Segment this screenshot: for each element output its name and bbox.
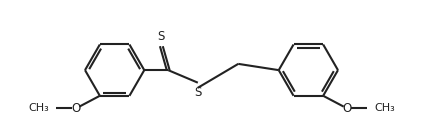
Text: S: S (158, 30, 165, 43)
Text: O: O (343, 102, 352, 115)
Text: S: S (195, 86, 202, 99)
Text: CH₃: CH₃ (28, 103, 49, 113)
Text: CH₃: CH₃ (374, 103, 395, 113)
Text: O: O (71, 102, 80, 115)
